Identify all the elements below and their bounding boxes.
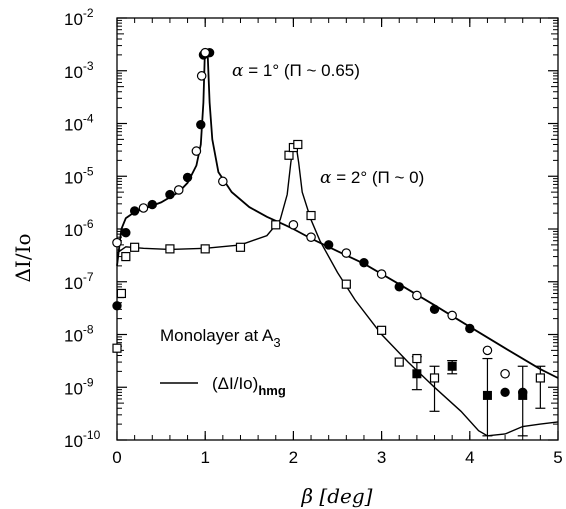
data-point-filled-circle <box>359 257 369 268</box>
data-point-filled-circle <box>394 282 404 292</box>
x-tick-label: 5 <box>553 448 562 467</box>
legend-label: (ΔI/Io)hmg <box>212 374 286 398</box>
data-point-open-circle <box>447 310 457 321</box>
data-point-open-square <box>165 244 175 254</box>
data-point-open-square <box>284 150 294 160</box>
y-tick-label: 10-8 <box>64 323 94 346</box>
data-point-open-circle <box>112 237 122 248</box>
annotation-monolayer: Monolayer at A3 <box>160 326 281 350</box>
x-tick-label: 3 <box>377 448 386 467</box>
data-point-filled-circle <box>147 199 157 210</box>
data-point-filled-circle <box>465 323 475 334</box>
data-point-filled-square <box>518 390 528 400</box>
data-point-filled-square <box>482 390 492 400</box>
data-point-open-circle <box>138 203 149 213</box>
annotation-alpha-2: α = 2° (Π ~ 0) <box>320 168 424 188</box>
y-axis-label: ΔI/Io <box>11 233 35 282</box>
data-point-open-circle <box>218 176 228 187</box>
x-tick-label: 1 <box>200 448 209 467</box>
y-tick-label: 10-4 <box>64 112 94 135</box>
data-point-open-square <box>412 353 422 364</box>
y-tick-label: 10-9 <box>64 375 94 398</box>
data-point-open-square <box>200 244 210 254</box>
data-point-filled-square <box>447 361 457 371</box>
data-markers <box>112 47 545 400</box>
annotation-alpha-1: α = 1° (Π ~ 0.65) <box>232 61 360 81</box>
data-point-open-circle <box>412 290 422 301</box>
y-tick-label: 10-3 <box>64 59 94 82</box>
legend: (ΔI/Io)hmg <box>160 374 286 398</box>
data-point-open-circle <box>482 345 493 356</box>
data-point-open-circle <box>173 185 184 195</box>
data-point-open-square <box>394 357 404 367</box>
data-point-open-circle <box>341 248 352 258</box>
x-tick-label: 2 <box>289 448 298 467</box>
data-point-open-square <box>271 220 281 230</box>
data-point-filled-circle <box>500 387 510 398</box>
x-axis-label-text: β [deg] <box>301 484 373 508</box>
fit-curves <box>116 49 559 437</box>
data-point-open-circle <box>306 232 316 242</box>
data-point-filled-circle <box>429 304 440 315</box>
data-point-open-square <box>235 242 246 252</box>
data-point-filled-circle <box>129 206 140 216</box>
y-tick-label: 10-10 <box>64 428 101 451</box>
data-point-open-square <box>293 139 303 150</box>
data-point-open-circle <box>500 368 510 379</box>
plot-border <box>116 17 559 441</box>
data-point-filled-circle <box>323 240 334 250</box>
data-point-open-square <box>112 343 122 353</box>
data-point-open-circle <box>288 220 299 230</box>
data-point-filled-square <box>412 369 422 379</box>
data-point-open-circle <box>200 47 210 58</box>
x-tick-label: 0 <box>112 448 121 467</box>
data-point-filled-circle <box>196 119 206 130</box>
data-point-open-square <box>121 251 131 262</box>
data-point-open-square <box>429 373 440 383</box>
data-point-filled-circle <box>182 172 193 183</box>
y-tick-label: 10-6 <box>64 217 94 240</box>
data-point-open-circle <box>376 269 387 279</box>
data-point-open-square <box>535 373 545 383</box>
data-point-open-square <box>306 210 316 221</box>
data-point-filled-circle <box>112 301 122 311</box>
plot-frame <box>116 17 559 441</box>
data-point-open-circle <box>191 146 202 156</box>
fit-curve-2 <box>116 143 559 437</box>
y-tick-label: 10-2 <box>64 6 94 29</box>
data-point-open-circle <box>196 71 207 81</box>
data-point-open-square <box>116 288 127 299</box>
data-point-open-square <box>341 279 351 289</box>
x-tick-label: 4 <box>465 448 474 467</box>
x-axis-label: β [deg] <box>301 484 373 508</box>
y-tick-label: 10-5 <box>64 164 94 187</box>
data-point-filled-circle <box>121 228 131 238</box>
data-point-open-square <box>377 325 387 335</box>
y-tick-label: 10-7 <box>64 270 94 293</box>
data-point-open-square <box>130 242 140 252</box>
data-point-filled-circle <box>165 189 175 200</box>
